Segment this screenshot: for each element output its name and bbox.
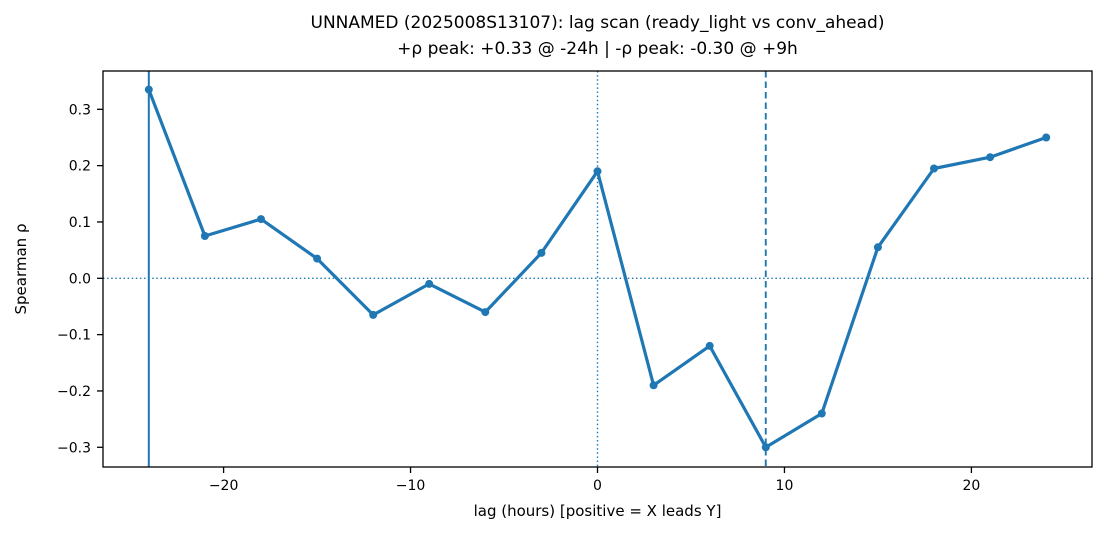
data-point [817, 409, 826, 418]
data-point [369, 310, 378, 319]
data-point [761, 443, 770, 452]
data-point [986, 153, 995, 162]
chart-title-line2: +ρ peak: +0.33 @ -24h | -ρ peak: -0.30 @… [397, 39, 798, 59]
x-tick-label: 0 [593, 478, 602, 494]
data-point [537, 248, 546, 257]
y-axis-label: Spearman ρ [12, 223, 30, 315]
data-point [1042, 133, 1051, 142]
x-tick-label: −10 [396, 478, 426, 494]
data-point [257, 215, 265, 224]
data-point [425, 279, 434, 288]
chart-title-line1: UNNAMED (2025008S13107): lag scan (ready… [310, 13, 885, 33]
x-tick-label: 10 [776, 478, 794, 494]
data-point [593, 167, 602, 176]
data-point [481, 308, 490, 317]
y-tick-label: −0.3 [57, 440, 91, 456]
x-tick-label: 20 [962, 478, 980, 494]
y-tick-label: 0.0 [69, 271, 91, 287]
data-point [313, 254, 322, 263]
data-point [200, 232, 209, 240]
chart-title: UNNAMED (2025008S13107): lag scan (ready… [103, 10, 1092, 62]
x-tick-label: −20 [209, 478, 239, 494]
x-axis-label: lag (hours) [positive = X leads Y] [473, 502, 722, 520]
y-tick-label: −0.2 [57, 384, 91, 400]
data-point [144, 85, 153, 94]
data-point [873, 243, 882, 252]
y-tick-label: 0.3 [69, 102, 91, 118]
y-tick-label: −0.1 [57, 328, 91, 344]
y-tick-label: 0.2 [69, 159, 91, 175]
data-point [649, 381, 658, 390]
data-point [705, 341, 714, 350]
data-point [930, 164, 938, 173]
y-tick-label: 0.1 [69, 215, 91, 231]
